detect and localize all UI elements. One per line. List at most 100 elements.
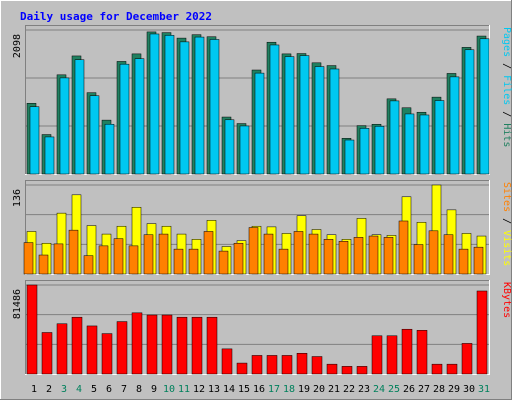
bar-files-day-29 [449,76,460,175]
day-label-26: 26 [403,384,415,395]
day-label-18: 18 [283,384,295,395]
bar-sites-day-11 [173,248,184,275]
bar-kbytes-day-10 [161,314,173,375]
day-label-8: 8 [136,384,142,395]
bar-sites-day-21 [323,239,334,275]
legend-entry-sites: Sites [501,182,512,212]
y-tick-label: 81486 [12,289,23,319]
bar-sites-day-7 [113,238,124,275]
bar-files-day-26 [404,113,415,175]
legend-entry-hits: Hits [501,123,512,147]
bar-kbytes-day-16 [251,355,263,375]
bar-sites-day-13 [203,231,214,275]
legend: Pages / Files / Hits [501,27,512,147]
bar-kbytes-day-9 [146,314,158,375]
bar-sites-day-1 [23,242,34,275]
legend-entry-files: Files [501,75,512,105]
bar-kbytes-day-6 [101,333,113,375]
bar-files-day-4 [74,59,85,175]
bar-kbytes-day-7 [116,321,128,375]
bar-kbytes-day-31 [476,290,488,375]
bar-sites-day-20 [308,233,319,275]
bar-sites-day-31 [473,246,484,275]
bar-sites-day-2 [38,254,49,275]
bar-files-day-28 [434,100,445,175]
bar-sites-day-8 [128,245,139,275]
day-label-19: 19 [298,384,310,395]
legend-entry-visits: Visits [501,230,512,266]
day-label-4: 4 [76,384,82,395]
bar-files-day-7 [119,63,130,175]
bar-sites-day-15 [233,242,244,275]
day-label-16: 16 [253,384,265,395]
bar-sites-day-5 [83,255,94,275]
day-label-9: 9 [151,384,157,395]
bar-kbytes-day-14 [221,348,233,375]
bar-kbytes-day-23 [356,366,368,375]
bar-sites-day-30 [458,248,469,275]
bar-sites-day-10 [158,233,169,275]
bar-sites-day-22 [338,241,349,275]
bar-kbytes-day-18 [281,355,293,375]
day-label-2: 2 [46,384,52,395]
day-label-12: 12 [193,384,205,395]
day-label-22: 22 [343,384,355,395]
bar-files-day-17 [269,44,280,175]
day-label-25: 25 [388,384,400,395]
bar-kbytes-day-11 [176,316,188,375]
bar-kbytes-day-19 [296,352,308,375]
day-label-23: 23 [358,384,370,395]
bar-kbytes-day-2 [41,332,53,375]
bar-kbytes-day-1 [26,284,38,375]
bar-sites-day-19 [293,231,304,275]
bar-files-day-22 [344,139,355,175]
day-label-24: 24 [373,384,385,395]
bar-files-day-13 [209,39,220,175]
bar-sites-day-14 [218,250,229,275]
day-label-27: 27 [418,384,430,395]
bar-files-day-10 [164,35,175,175]
day-label-20: 20 [313,384,325,395]
bar-sites-day-23 [353,237,364,275]
bar-files-day-16 [254,72,265,175]
day-label-17: 17 [268,384,280,395]
bar-kbytes-day-5 [86,325,98,375]
bar-sites-day-27 [413,244,424,275]
day-label-7: 7 [121,384,127,395]
bar-kbytes-day-20 [311,356,323,375]
y-tick-label: 136 [12,189,23,207]
bar-kbytes-day-17 [266,355,278,375]
day-label-30: 30 [463,384,475,395]
bar-sites-day-28 [428,230,439,275]
y-tick-label: 2098 [12,34,23,58]
bar-sites-day-9 [143,234,154,275]
day-label-11: 11 [178,384,190,395]
chart-panels: 2098 Pages / Files / Hits 136 Sites / Visit… [12,25,512,375]
bar-kbytes-day-25 [386,335,398,375]
day-label-3: 3 [61,384,67,395]
chart-title: Daily usage for December 2022 [20,10,212,23]
bar-files-day-14 [224,119,235,175]
bar-kbytes-day-3 [56,323,68,375]
bar-kbytes-day-13 [206,316,218,375]
bar-kbytes-day-26 [401,328,413,375]
bar-sites-day-3 [53,243,64,275]
bar-files-day-31 [479,38,490,175]
bar-sites-day-26 [398,220,409,275]
day-label-15: 15 [238,384,250,395]
bar-files-day-30 [464,49,475,175]
day-label-13: 13 [208,384,220,395]
bar-files-day-11 [179,41,190,175]
legend-separator: / [501,105,512,123]
visits-sites-panel: 136 Sites / Visits [12,180,512,275]
bar-kbytes-day-21 [326,363,338,375]
bar-kbytes-day-24 [371,335,383,375]
bar-files-day-3 [59,77,70,175]
bar-files-day-6 [104,123,115,175]
bar-sites-day-4 [68,229,79,275]
day-label-10: 10 [163,384,175,395]
bar-files-day-5 [89,95,100,175]
bar-kbytes-day-30 [461,343,473,375]
bar-files-day-19 [299,55,310,175]
